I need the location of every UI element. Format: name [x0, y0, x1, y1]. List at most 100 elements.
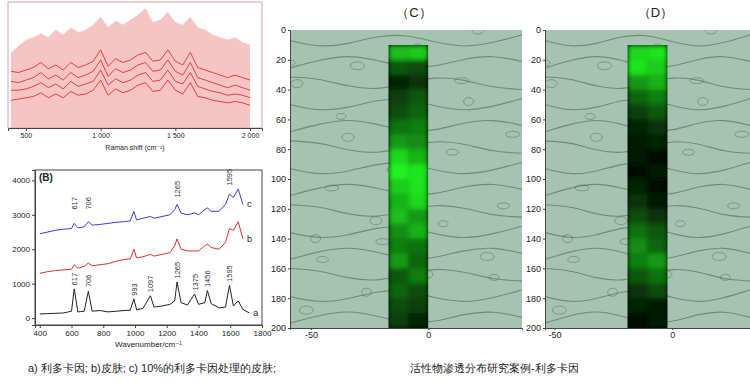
heat-cell — [648, 119, 668, 134]
x-axis: 5001 0001 5002 000 — [9, 128, 263, 139]
tick: 1000 — [12, 280, 35, 289]
axis-line — [9, 129, 263, 132]
axis-line — [288, 31, 291, 329]
tick: 180 — [526, 294, 545, 304]
heat-cell — [648, 75, 668, 90]
tick-label: 1 500 — [167, 132, 185, 139]
heat-cell — [648, 239, 668, 254]
tissue-cell — [480, 252, 494, 260]
heat-cell — [627, 179, 647, 194]
caption: 活性物渗透分布研究案例-利多卡因 — [410, 362, 579, 374]
tick-label: 4000 — [12, 176, 30, 185]
y-axis: 020406080100120140160180200 — [526, 25, 546, 333]
tick-mark — [543, 119, 545, 120]
tick: 80 — [276, 145, 290, 155]
tick-mark — [32, 249, 35, 250]
tick-label: 200 — [271, 323, 286, 333]
tick-label: 80 — [276, 145, 286, 155]
tick-mark — [288, 90, 290, 91]
tissue-cell — [552, 306, 566, 314]
tick-mark — [262, 325, 263, 328]
tissue-cell — [608, 288, 618, 296]
tick-mark — [288, 209, 290, 210]
heat-cell — [648, 209, 668, 224]
tissue-cell — [675, 221, 685, 227]
peak-annotation: 1375 — [191, 274, 200, 291]
tick-label: 600 — [65, 329, 79, 338]
tissue-cell — [690, 78, 704, 84]
heat-cell — [648, 134, 668, 149]
spectrum-line — [11, 70, 250, 98]
tick: 160 — [271, 264, 290, 274]
tissue-cell — [325, 185, 339, 191]
heat-cell — [648, 164, 668, 179]
heat-cell — [408, 60, 428, 75]
heat-cell — [648, 45, 668, 60]
tick-label: -50 — [305, 330, 318, 340]
tissue-fiber — [290, 35, 522, 46]
spectrum-line — [40, 282, 250, 314]
tick-label: 2 000 — [242, 132, 260, 139]
spectrum-line — [11, 60, 250, 90]
tick-label: 200 — [526, 323, 541, 333]
plot-area — [40, 189, 250, 314]
tick: 100 — [526, 174, 545, 184]
fluorescence-band — [627, 45, 667, 328]
plot-background — [8, 2, 262, 128]
tissue-cell — [720, 274, 730, 280]
tick-mark — [32, 284, 35, 285]
tissue-fiber — [545, 35, 750, 46]
tick-label: 1200 — [158, 329, 176, 338]
tissue-cell — [350, 62, 364, 70]
panel-title: (B) — [39, 172, 53, 183]
tick: 1 000 — [92, 128, 110, 139]
tick: 3000 — [12, 211, 35, 220]
heat-cell — [388, 313, 408, 328]
tick-mark — [72, 325, 73, 328]
tissue-cell — [563, 235, 573, 243]
tick-mark — [250, 128, 251, 131]
plot-area — [545, 30, 750, 328]
heat-cell — [408, 254, 428, 269]
tick-mark — [167, 325, 168, 328]
x-axis: -50 0 — [546, 328, 750, 340]
y-axis: 01000200030004000 — [12, 171, 35, 326]
tick: 600 — [65, 325, 79, 338]
heat-cell — [408, 119, 428, 134]
tick: 60 — [276, 115, 290, 125]
tick: 200 — [526, 323, 545, 333]
tick-label: 160 — [526, 264, 541, 274]
heat-cell — [627, 105, 647, 120]
heat-cell — [648, 254, 668, 269]
peak-annotation: 706 — [84, 275, 93, 288]
heat-cell — [408, 179, 428, 194]
tissue-cell — [497, 203, 509, 209]
fluorescence-band — [388, 45, 428, 328]
tick: 80 — [531, 145, 545, 155]
tissue-texture — [545, 30, 750, 323]
tissue-image — [290, 30, 522, 328]
tick: 20 — [276, 55, 290, 65]
caption: a) 利多卡因; b)皮肤; c) 10%的利多卡因处理的皮肤; — [28, 362, 276, 374]
tick-mark — [101, 128, 102, 131]
tick: 1600 — [222, 325, 240, 338]
tick-mark — [543, 60, 545, 61]
tick-mark — [288, 60, 290, 61]
tick-mark — [135, 325, 136, 328]
tick-mark — [288, 268, 290, 269]
heat-cell — [627, 209, 647, 224]
tick: 1200 — [158, 325, 176, 338]
tick-label: 1000 — [12, 280, 30, 289]
tick: -50 — [548, 328, 561, 340]
heat-cells — [388, 45, 428, 328]
heat-cell — [408, 298, 428, 313]
axis-line — [543, 31, 546, 329]
axis-line — [546, 329, 750, 331]
tick-label: 0 — [670, 330, 675, 340]
tick: 0 — [426, 328, 431, 340]
tick-label: 1000 — [127, 329, 145, 338]
tick-mark — [543, 90, 545, 91]
tissue-cell — [299, 306, 313, 314]
heat-cell — [627, 283, 647, 298]
tick-label: 180 — [526, 294, 541, 304]
